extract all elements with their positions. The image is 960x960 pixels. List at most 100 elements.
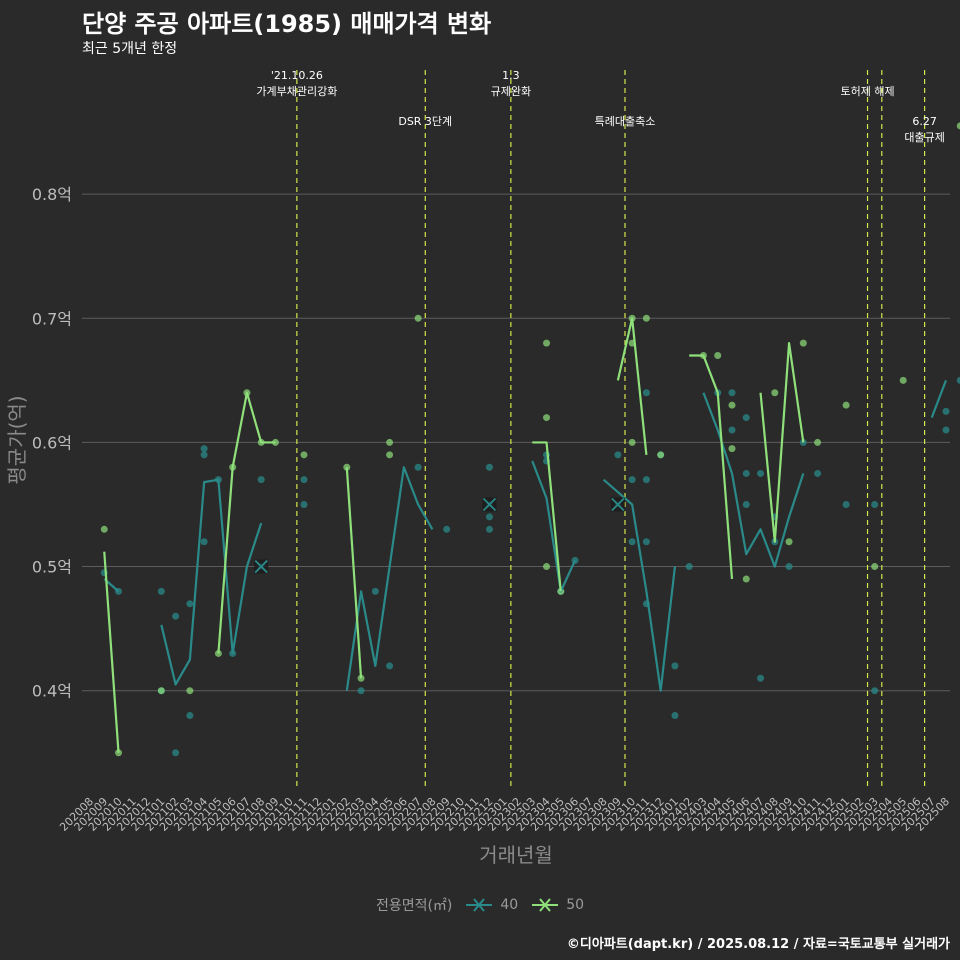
- cross-marker: [254, 559, 268, 574]
- y-tick-label: 0.5억: [32, 558, 72, 577]
- point-40: [671, 662, 679, 670]
- point-50: [300, 451, 308, 459]
- legend: 전용면적(㎡) 40 50: [0, 895, 960, 915]
- point-40: [742, 414, 750, 422]
- point-50: [842, 401, 850, 409]
- series-line-50: [689, 354, 734, 580]
- point-50: [414, 314, 422, 322]
- point-40: [671, 712, 679, 720]
- point-50: [728, 445, 736, 453]
- series-line-50: [532, 441, 562, 592]
- point-50: [628, 438, 636, 446]
- legend-key-40-icon: [466, 898, 493, 912]
- y-tick-label: 0.7억: [32, 309, 72, 328]
- series-line-50: [345, 467, 363, 679]
- point-40: [871, 687, 879, 695]
- point-40: [357, 687, 365, 695]
- point-50: [742, 575, 750, 583]
- chart-subtitle: 최근 5개년 한정: [82, 41, 178, 57]
- point-40: [172, 612, 180, 620]
- point-40: [257, 476, 265, 484]
- legend-item-50: 50: [530, 897, 584, 913]
- point-40: [871, 500, 879, 508]
- point-40: [642, 476, 650, 484]
- legend-key-50-icon: [532, 898, 559, 912]
- series-line-50: [217, 391, 276, 654]
- event-label: '21.10.26: [271, 69, 323, 82]
- point-40: [757, 674, 765, 682]
- point-40: [414, 463, 422, 471]
- point-40: [956, 376, 960, 384]
- point-50: [899, 376, 907, 384]
- point-50: [657, 451, 665, 459]
- point-40: [757, 469, 765, 477]
- point-40: [186, 600, 194, 608]
- series-line-40: [602, 478, 677, 692]
- point-40: [485, 513, 493, 521]
- series-line-40: [160, 478, 263, 686]
- point-40: [200, 538, 208, 546]
- point-40: [186, 712, 194, 720]
- point-50: [956, 122, 960, 130]
- point-40: [685, 563, 693, 571]
- point-40: [172, 749, 180, 757]
- point-40: [200, 451, 208, 459]
- event-label: 1.3: [502, 69, 520, 82]
- point-50: [386, 438, 394, 446]
- legend-item-40: 40: [464, 897, 518, 913]
- point-50: [157, 687, 165, 695]
- event-label: 가계부채관리강화: [256, 85, 337, 98]
- series-line-40: [930, 379, 948, 418]
- legend-label-40: 40: [500, 897, 519, 913]
- event-label: 특례대출축소: [595, 115, 656, 128]
- point-40: [942, 407, 950, 415]
- point-50: [543, 339, 551, 347]
- point-40: [300, 500, 308, 508]
- point-40: [842, 500, 850, 508]
- series-line-50: [759, 342, 805, 543]
- point-40: [485, 525, 493, 533]
- y-axis-title: 평균가(억): [5, 395, 29, 484]
- event-label: DSR 3단계: [398, 115, 452, 128]
- point-50: [785, 538, 793, 546]
- point-40: [443, 525, 451, 533]
- y-tick-label: 0.6억: [32, 433, 72, 452]
- y-tick-label: 0.4억: [32, 682, 72, 701]
- point-40: [642, 389, 650, 397]
- cross-marker: [611, 497, 625, 512]
- point-50: [642, 314, 650, 322]
- point-40: [386, 662, 394, 670]
- series-line-50: [616, 317, 648, 455]
- cross-marker: [482, 497, 497, 512]
- y-tick-label: 0.8억: [32, 185, 72, 204]
- point-40: [942, 426, 950, 434]
- point-50: [814, 438, 822, 446]
- point-40: [785, 563, 793, 571]
- point-50: [386, 451, 394, 459]
- point-50: [186, 687, 194, 695]
- series-line-40: [531, 460, 577, 593]
- point-40: [371, 587, 379, 595]
- point-50: [543, 414, 551, 422]
- legend-label-50: 50: [566, 897, 585, 913]
- point-40: [300, 476, 308, 484]
- point-40: [628, 538, 636, 546]
- point-40: [157, 587, 165, 595]
- point-50: [799, 339, 807, 347]
- point-50: [771, 389, 779, 397]
- point-50: [543, 563, 551, 571]
- point-40: [485, 463, 493, 471]
- x-axis-title: 거래년월: [479, 843, 553, 867]
- point-40: [728, 389, 736, 397]
- point-40: [742, 500, 750, 508]
- point-50: [871, 563, 879, 571]
- event-label: 6.27: [912, 115, 937, 128]
- point-40: [742, 469, 750, 477]
- point-40: [642, 538, 650, 546]
- point-40: [200, 445, 208, 453]
- series-line-50: [103, 551, 120, 753]
- event-label: 규제완화: [491, 85, 531, 98]
- point-40: [614, 451, 622, 459]
